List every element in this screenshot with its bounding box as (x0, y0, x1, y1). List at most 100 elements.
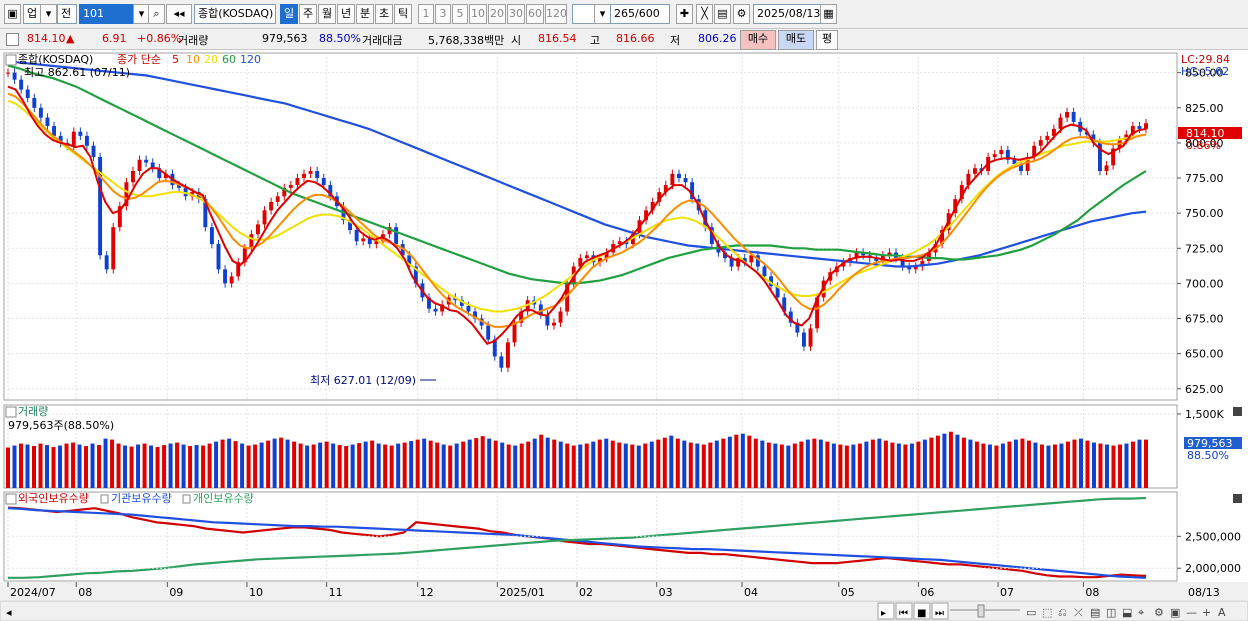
chevron-down-icon[interactable]: ▾ (40, 4, 57, 24)
candle-104 (690, 182, 695, 200)
period-4[interactable]: 분 (356, 4, 374, 24)
tick-120[interactable]: 120 (545, 4, 567, 24)
candle-65 (433, 308, 438, 312)
chevron-down-icon[interactable]: ▾ (594, 4, 611, 24)
volume-bar-33 (220, 439, 225, 488)
volume-bar-72 (474, 438, 479, 488)
tool-icon-8: ⚙ (1154, 606, 1164, 619)
volume-bar-38 (253, 444, 258, 488)
volume-bar-148 (968, 439, 973, 488)
window-icon[interactable]: ▣ (4, 4, 21, 24)
period-1[interactable]: 주 (299, 4, 317, 24)
candle-58 (387, 227, 392, 235)
count-field[interactable]: 265/600 (610, 4, 670, 24)
period-5[interactable]: 초 (375, 4, 393, 24)
tick-20[interactable]: 20 (488, 4, 506, 24)
x-tick-label-9: 04 (744, 586, 758, 599)
volume-bar-94 (617, 442, 622, 488)
buy-button[interactable]: 매수 (740, 30, 776, 50)
tool-icon-7: ⌖ (1138, 606, 1144, 619)
volume-bar-154 (1007, 441, 1012, 488)
candle-117 (775, 286, 780, 298)
volume-bar-49 (324, 441, 329, 488)
volume-bar-126 (825, 441, 830, 488)
tick-60[interactable]: 60 (526, 4, 544, 24)
candle-75 (499, 356, 504, 368)
volume-bar-71 (467, 439, 472, 488)
volume-bar-74 (487, 438, 492, 488)
candle-17 (117, 206, 122, 228)
candle-89 (591, 255, 596, 263)
price-y-label-0: 850.00 (1185, 67, 1224, 80)
x-tick-label-7: 02 (579, 586, 593, 599)
volume-bar-47 (311, 444, 316, 488)
volume-bar-25 (168, 443, 173, 488)
volume-bar-173 (1130, 441, 1135, 488)
candle-62 (413, 266, 418, 284)
calendar-icon[interactable]: ▦ (820, 4, 837, 24)
candle-84 (558, 311, 563, 323)
candle-18 (124, 182, 129, 207)
candle-41 (275, 196, 280, 202)
high-annotation: 최고 862.61 (07/11) (24, 66, 130, 79)
volume-bar-116 (760, 440, 765, 488)
period-6[interactable]: 틱 (394, 4, 412, 24)
tool-icon-5: ◫ (1106, 606, 1116, 619)
candle-8 (58, 135, 63, 143)
period-3[interactable]: 년 (337, 4, 355, 24)
info-checkbox[interactable] (6, 33, 19, 46)
volume-bar-130 (851, 444, 856, 488)
volume-last-label: 979,563 (1187, 437, 1233, 450)
tick-3[interactable]: 3 (435, 4, 451, 24)
avg-button[interactable]: 평 (816, 30, 838, 50)
speaker-icon[interactable]: ◂◂ (166, 4, 192, 24)
ma-legend-label: 종가 단순 (117, 53, 161, 66)
tick-5[interactable]: 5 (452, 4, 468, 24)
tick-1[interactable]: 1 (418, 4, 434, 24)
candle-151 (999, 149, 1004, 155)
volume-bar-50 (331, 443, 336, 488)
volume-bar-57 (376, 443, 381, 488)
volume-bar-98 (643, 443, 648, 488)
draw-tool-icon[interactable]: ╳ (696, 4, 713, 24)
candle-59 (394, 227, 399, 245)
stock-chart[interactable]: 2024/07 08 09 10 11 12 2025/01 02 03 04 05 06 07 08 08… (0, 50, 1248, 621)
market-short[interactable]: 전 (57, 4, 77, 24)
volume-bar-80 (526, 441, 531, 488)
volume-bar-123 (805, 439, 810, 488)
candle-11 (78, 131, 83, 136)
volume-bar-150 (981, 443, 986, 488)
tick-10[interactable]: 10 (469, 4, 487, 24)
save-icon[interactable]: ▤ (714, 4, 731, 24)
sell-button[interactable]: 매도 (778, 30, 814, 50)
code-input[interactable]: 101 (79, 4, 135, 24)
volume-bar-79 (519, 443, 524, 488)
gear-icon[interactable]: ⚙ (733, 4, 750, 24)
candle-12 (84, 135, 89, 146)
volume-bar-166 (1085, 440, 1090, 488)
volume-bar-152 (994, 445, 999, 488)
candle-15 (104, 255, 109, 270)
volume-bar-68 (448, 445, 453, 488)
volume-bar-122 (799, 441, 804, 488)
volume-bar-161 (1052, 444, 1057, 488)
scroll-btn-3 (931, 602, 949, 620)
amount-value: 5,768,338백만 (428, 34, 505, 47)
volume-bar-110 (721, 438, 726, 488)
volume-bar-174 (1137, 439, 1142, 488)
tick-30[interactable]: 30 (507, 4, 525, 24)
date-input[interactable]: 2025/08/13 (753, 4, 835, 24)
candle-4 (32, 97, 37, 108)
count-max: /600 (635, 7, 660, 20)
search-icon[interactable]: ⌕ (148, 4, 165, 24)
candle-142 (940, 230, 945, 245)
crosshair-icon[interactable]: ✚ (676, 4, 693, 24)
volume-bar-143 (935, 435, 940, 488)
candle-162 (1071, 112, 1076, 122)
volume-bar-67 (441, 444, 446, 488)
candle-118 (782, 297, 787, 312)
period-2[interactable]: 월 (318, 4, 336, 24)
volume-bar-18 (123, 445, 128, 488)
period-0[interactable]: 일 (280, 4, 298, 24)
